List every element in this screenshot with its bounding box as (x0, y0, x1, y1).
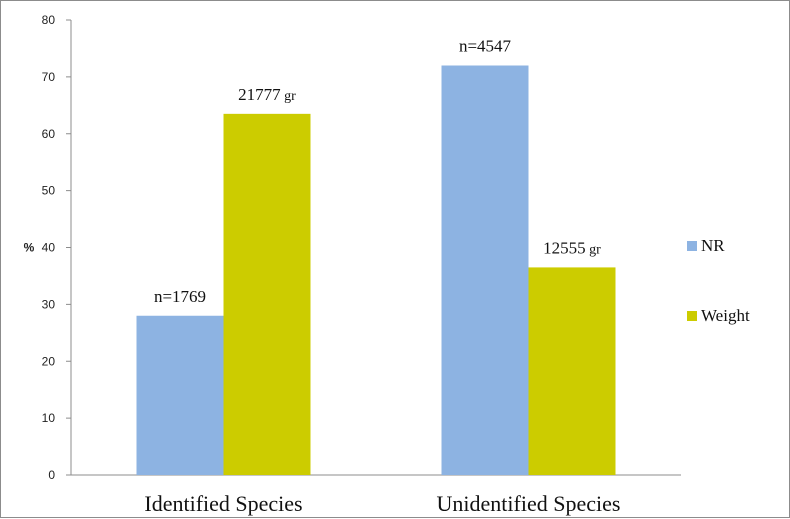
y-tick-label: 80 (42, 13, 56, 27)
x-category-label: Unidentified Species (437, 491, 621, 516)
bar-weight-1 (223, 113, 311, 475)
x-category-label: Identified Species (144, 491, 302, 516)
data-label: n=4547 (459, 37, 512, 56)
y-tick-label: 70 (42, 70, 56, 84)
data-label: 12555 gr (543, 238, 601, 257)
legend-swatch-nr (687, 241, 697, 251)
y-axis-label: % (24, 241, 35, 255)
y-tick-label: 50 (42, 184, 56, 198)
legend-label-nr: NR (701, 236, 725, 255)
legend-label-weight: Weight (701, 306, 750, 325)
data-label: 21777 gr (238, 85, 296, 104)
y-tick-label: 0 (48, 468, 55, 482)
bar-nr-2 (441, 65, 529, 475)
y-tick-label: 10 (42, 411, 56, 425)
y-tick-label: 40 (42, 241, 56, 255)
bar-weight-2 (528, 267, 616, 475)
bar-nr-1 (136, 315, 224, 475)
y-tick-label: 60 (42, 127, 56, 141)
y-tick-label: 20 (42, 354, 56, 368)
legend-swatch-weight (687, 311, 697, 321)
data-label: n=1769 (154, 287, 206, 306)
y-tick-label: 30 (42, 297, 56, 311)
